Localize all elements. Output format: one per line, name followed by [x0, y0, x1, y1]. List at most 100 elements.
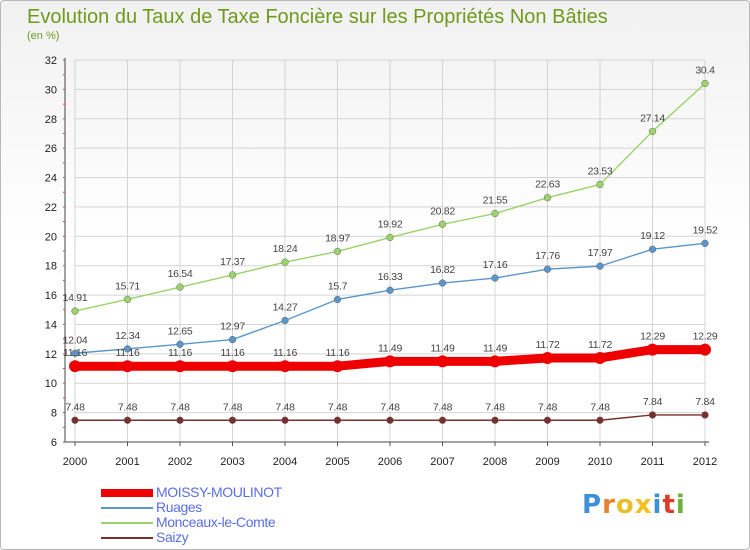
- data-label-ruages: 17.16: [483, 259, 508, 271]
- data-label-ruages: 12.04: [63, 334, 88, 346]
- data-label-ruages: 17.97: [588, 247, 613, 259]
- data-point-monceaux-le-comte: [438, 220, 447, 228]
- data-label-ruages: 17.76: [535, 250, 560, 262]
- data-point-moissy-moulinot: [121, 360, 134, 373]
- data-point-ruages: [123, 345, 132, 353]
- x-tick-label: 2003: [220, 456, 244, 468]
- data-point-moissy-moulinot: [541, 351, 554, 364]
- data-label-saizy: 7.48: [223, 401, 243, 413]
- data-point-saizy: [596, 416, 604, 424]
- legend-swatch-ruages: [101, 507, 153, 509]
- data-label-saizy: 7.48: [433, 401, 453, 413]
- data-point-saizy: [123, 416, 132, 424]
- data-point-ruages: [386, 286, 394, 294]
- data-point-monceaux-le-comte: [333, 247, 342, 256]
- legend-label-monceaux-le-comte: Monceaux-le-Comte: [156, 514, 276, 530]
- y-tick-label: 18: [45, 261, 57, 273]
- y-tick-label: 20: [45, 231, 57, 243]
- data-point-ruages: [228, 335, 237, 344]
- data-label-ruages: 16.82: [430, 264, 455, 276]
- x-tick-label: 2006: [378, 456, 402, 468]
- data-point-monceaux-le-comte: [701, 79, 709, 88]
- x-tick-label: 2007: [430, 456, 454, 468]
- y-tick-label: 12: [45, 349, 57, 361]
- data-point-saizy: [491, 416, 499, 424]
- data-label-moissy-moulinot: 11.16: [63, 347, 87, 359]
- data-point-moissy-moulinot: [384, 355, 396, 368]
- data-label-saizy: 7.84: [643, 396, 663, 408]
- y-tick-label: 10: [45, 378, 57, 390]
- data-point-saizy: [438, 416, 447, 424]
- data-point-monceaux-le-comte: [648, 127, 657, 136]
- data-point-ruages: [438, 279, 447, 287]
- x-tick-label: 2012: [693, 456, 717, 468]
- proxiti-logo: Proxiti: [582, 490, 686, 520]
- data-label-saizy: 7.48: [538, 401, 558, 413]
- data-label-moissy-moulinot: 12.29: [640, 331, 665, 343]
- data-label-moissy-moulinot: 11.16: [116, 347, 140, 359]
- y-tick-label: 32: [45, 55, 57, 67]
- logo-letter: i: [652, 490, 663, 520]
- y-tick-label: 6: [51, 437, 57, 449]
- data-point-saizy: [648, 411, 657, 419]
- axis-ticks: 6 8 10 12 14 16 18 20 22 24 26 28 30 32 2000 2001 2002 20…: [45, 55, 717, 468]
- y-tick-label: 30: [45, 84, 57, 96]
- data-point-saizy: [176, 416, 184, 424]
- logo-letter: x: [634, 490, 653, 520]
- data-point-saizy: [333, 416, 342, 424]
- data-point-moissy-moulinot: [646, 343, 659, 356]
- data-label-moissy-moulinot: 11.72: [588, 339, 612, 351]
- data-label-monceaux-le-comte: 21.55: [483, 195, 508, 207]
- logo-letter: P: [582, 490, 603, 520]
- data-point-ruages: [333, 295, 342, 304]
- data-label-saizy: 7.48: [65, 401, 85, 413]
- data-label-ruages: 16.33: [378, 271, 403, 283]
- data-label-ruages: 15.7: [328, 280, 348, 292]
- data-point-ruages: [176, 340, 184, 348]
- data-label-monceaux-le-comte: 15.71: [115, 280, 140, 292]
- data-point-ruages: [543, 265, 552, 273]
- data-point-ruages: [71, 349, 79, 357]
- data-label-moissy-moulinot: 11.16: [221, 347, 245, 359]
- logo-letter: r: [602, 490, 616, 520]
- data-label-ruages: 12.65: [168, 325, 193, 337]
- data-label-monceaux-le-comte: 22.63: [535, 179, 560, 191]
- data-point-ruages: [648, 245, 657, 253]
- data-point-moissy-moulinot: [436, 355, 449, 368]
- data-point-moissy-moulinot: [489, 355, 501, 368]
- data-point-monceaux-le-comte: [176, 283, 184, 291]
- data-point-ruages: [701, 239, 709, 248]
- data-point-saizy: [71, 416, 79, 424]
- legend-swatch-moissy-moulinot: [101, 489, 153, 497]
- data-point-ruages: [491, 274, 499, 282]
- data-label-ruages: 19.12: [640, 230, 665, 242]
- legend-label-ruages: Ruages: [156, 499, 202, 515]
- data-label-ruages: 14.27: [273, 301, 298, 313]
- x-tick-label: 2001: [115, 456, 139, 468]
- data-label-saizy: 7.48: [380, 401, 400, 413]
- y-tick-label: 8: [51, 408, 57, 420]
- data-label-monceaux-le-comte: 16.54: [168, 268, 193, 280]
- data-point-ruages: [281, 316, 289, 325]
- data-label-moissy-moulinot: 11.16: [326, 347, 350, 359]
- y-tick-label: 28: [45, 114, 57, 126]
- data-point-monceaux-le-comte: [71, 307, 79, 315]
- data-point-saizy: [543, 416, 552, 424]
- legend-swatch-saizy: [101, 537, 153, 539]
- data-point-ruages: [596, 262, 604, 270]
- data-label-monceaux-le-comte: 27.14: [640, 112, 665, 124]
- data-label-moissy-moulinot: 11.16: [273, 347, 297, 359]
- data-point-saizy: [701, 411, 709, 419]
- x-tick-label: 2000: [63, 456, 87, 468]
- data-label-moissy-moulinot: 11.49: [378, 342, 402, 354]
- data-label-saizy: 7.48: [275, 401, 295, 413]
- y-tick-label: 26: [45, 143, 57, 155]
- y-tick-label: 22: [45, 202, 57, 214]
- data-point-monceaux-le-comte: [386, 233, 394, 242]
- data-label-monceaux-le-comte: 18.97: [325, 232, 350, 244]
- axes: [64, 58, 709, 443]
- data-point-monceaux-le-comte: [596, 180, 604, 189]
- data-point-monceaux-le-comte: [543, 194, 552, 202]
- data-label-moissy-moulinot: 12.29: [693, 331, 718, 343]
- data-label-monceaux-le-comte: 19.92: [378, 218, 403, 230]
